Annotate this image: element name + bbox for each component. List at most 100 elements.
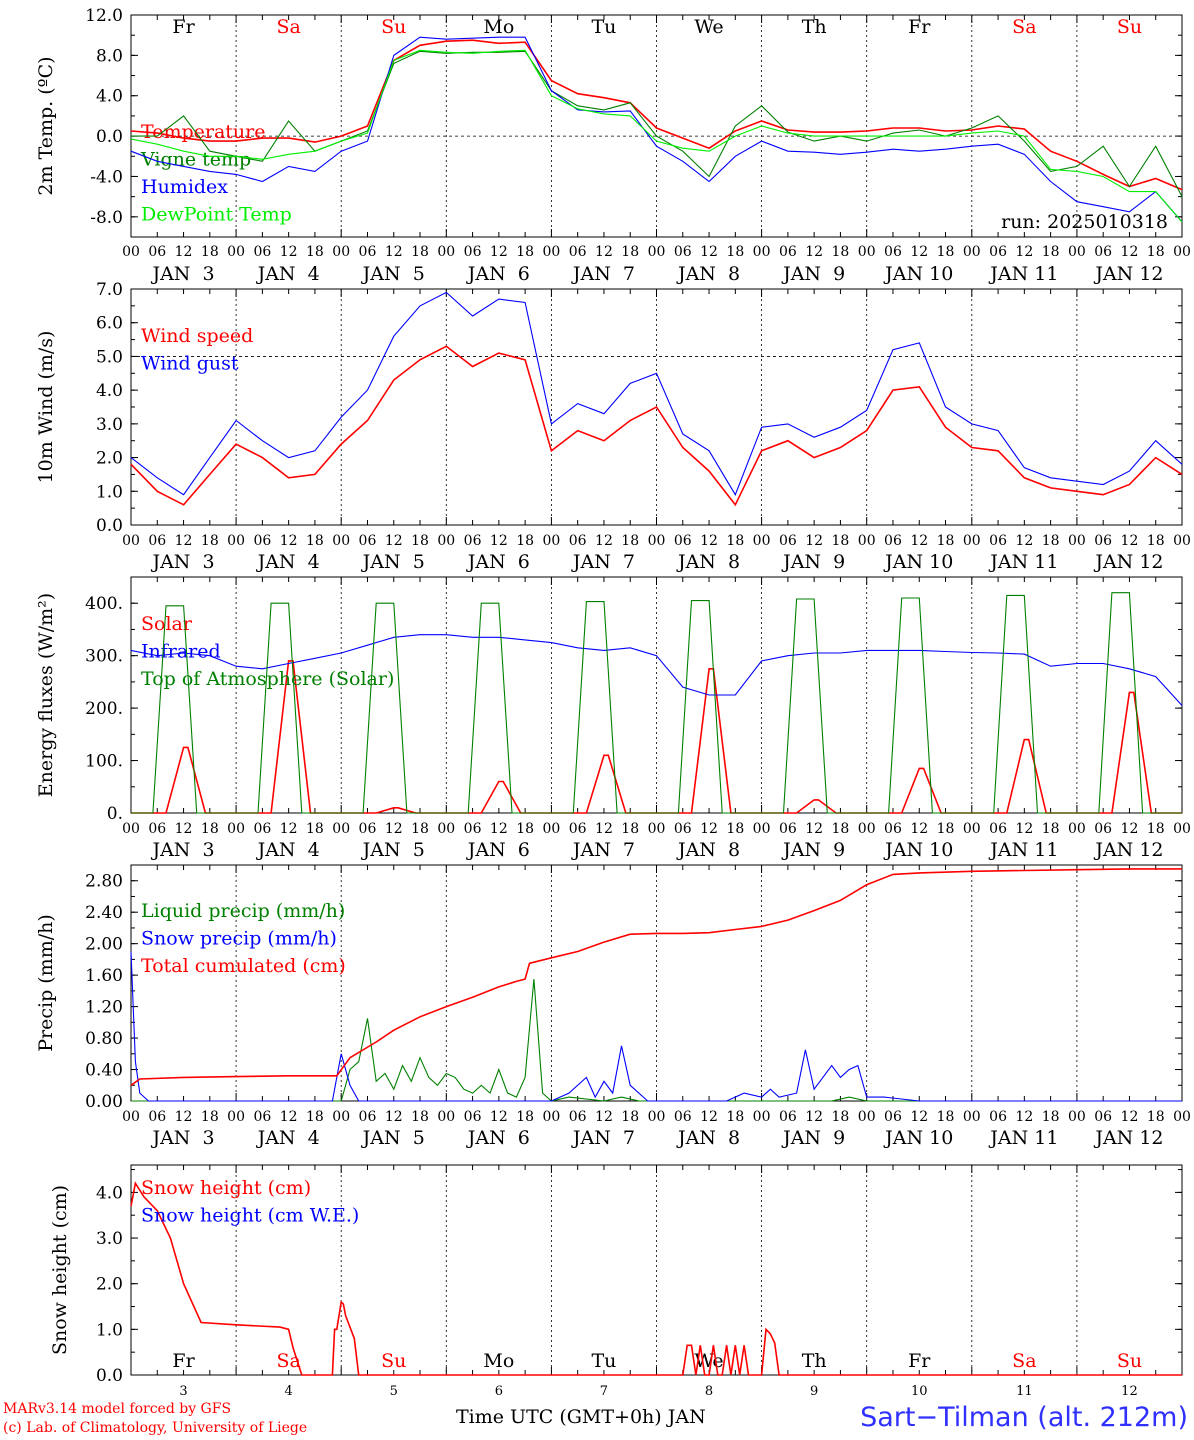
hour-label: 12	[805, 821, 823, 837]
legend-dewpoint-temp: DewPoint Temp	[141, 204, 292, 226]
hour-label: 06	[569, 1109, 587, 1125]
hour-label: 12	[805, 244, 823, 260]
series-line-temperature	[130, 39, 1183, 191]
y-tick-label: 2.00	[85, 935, 123, 955]
date-label: JAN 3	[150, 839, 214, 861]
hour-label: 18	[1042, 533, 1060, 549]
date-label: JAN 12	[1093, 839, 1163, 861]
y-tick-label: 300.	[85, 647, 123, 667]
hour-label: 00	[437, 244, 455, 260]
hour-label: 18	[201, 1109, 219, 1125]
series-line-liquid-precip-mm-h-	[131, 979, 1182, 1102]
hour-label: 00	[542, 533, 560, 549]
hour-label: 06	[884, 244, 902, 260]
hour-label: 06	[253, 244, 271, 260]
hour-label: 18	[937, 1109, 955, 1125]
legend-humidex: Humidex	[141, 176, 228, 198]
hour-label: 00	[1173, 244, 1191, 260]
y-tick-label: 3.0	[96, 1229, 123, 1249]
hour-label: 18	[1147, 244, 1165, 260]
hour-label: 00	[1173, 1109, 1191, 1125]
hour-label: 06	[1094, 533, 1112, 549]
hour-label: 12	[700, 244, 718, 260]
hour-label: 12	[910, 821, 928, 837]
legend-wind-speed: Wind speed	[141, 325, 253, 347]
date-label: JAN 4	[256, 839, 320, 861]
hour-label: 18	[937, 821, 955, 837]
hour-label: 00	[332, 1109, 350, 1125]
hour-label: 00	[753, 244, 771, 260]
legend-wind-gust: Wind gust	[141, 353, 239, 375]
hour-label: 18	[726, 1109, 744, 1125]
y-axis-label: 10m Wind (m/s)	[35, 331, 57, 484]
series-line-humidex	[130, 36, 1183, 223]
hour-label: 00	[648, 244, 666, 260]
hour-label: 12	[700, 821, 718, 837]
date-label: JAN 12	[1093, 551, 1163, 573]
hour-label: 06	[674, 821, 692, 837]
hour-label: 06	[989, 821, 1007, 837]
day-label: Tu	[591, 1350, 616, 1372]
hour-label: 06	[1094, 821, 1112, 837]
hour-label: 12	[280, 1109, 298, 1125]
hour-label: 06	[779, 821, 797, 837]
legend-temperature: Temperature	[141, 121, 265, 143]
lab-credit: (c) Lab. of Climatology, University of L…	[3, 1420, 308, 1436]
hour-label: 06	[464, 533, 482, 549]
date-label: JAN 7	[571, 551, 635, 573]
day-label: Su	[1117, 1350, 1142, 1372]
hour-label: 12	[175, 244, 193, 260]
hour-label: 00	[122, 821, 140, 837]
series-line-snow-precip-mm-h-	[130, 951, 1182, 1102]
hour-label: 18	[832, 244, 850, 260]
hour-label: 06	[148, 533, 166, 549]
hour-label: 18	[621, 533, 639, 549]
hour-label: 12	[595, 244, 613, 260]
y-tick-label: 0.80	[85, 1029, 123, 1049]
hour-label: 18	[832, 821, 850, 837]
date-label: JAN 5	[361, 839, 425, 861]
hour-label: 00	[227, 533, 245, 549]
date-label: JAN 5	[361, 551, 425, 573]
hour-label: 06	[989, 533, 1007, 549]
hour-label: 06	[148, 1109, 166, 1125]
hour-label: 18	[621, 821, 639, 837]
run-label: run: 2025010318	[1001, 211, 1168, 233]
day-label: Su	[381, 1350, 406, 1372]
day-number: 12	[1121, 1384, 1138, 1399]
hour-label: 06	[148, 244, 166, 260]
legend-snow-height-cm-w-e-: Snow height (cm W.E.)	[141, 1205, 359, 1227]
date-label: JAN 8	[676, 1127, 740, 1149]
date-label: JAN 11	[988, 839, 1058, 861]
hour-label: 18	[1147, 533, 1165, 549]
hour-label: 12	[1121, 244, 1139, 260]
hour-label: 12	[175, 533, 193, 549]
date-label: JAN 4	[256, 263, 320, 285]
date-label: JAN 6	[466, 1127, 530, 1149]
day-label: Fr	[908, 16, 931, 38]
day-label: Fr	[172, 16, 195, 38]
hour-label: 00	[753, 533, 771, 549]
date-label: JAN 8	[676, 839, 740, 861]
hour-label: 00	[1173, 821, 1191, 837]
y-tick-label: 2.40	[85, 903, 123, 923]
date-label: JAN 10	[883, 1127, 953, 1149]
hour-label: 12	[490, 533, 508, 549]
hour-label: 00	[648, 533, 666, 549]
date-label: JAN 10	[883, 551, 953, 573]
y-axis-label: Snow height (cm)	[49, 1185, 71, 1355]
date-label: JAN 3	[150, 263, 214, 285]
hour-label: 06	[989, 1109, 1007, 1125]
day-number: 7	[600, 1384, 608, 1399]
legend-vigne-temp: Vigne temp	[140, 149, 251, 171]
hour-label: 06	[253, 821, 271, 837]
y-tick-label: 2.0	[96, 1275, 123, 1295]
hour-label: 06	[779, 533, 797, 549]
hour-label: 12	[1121, 821, 1139, 837]
series-line-wind-speed	[130, 345, 1183, 507]
hour-label: 06	[359, 533, 377, 549]
day-number: 3	[179, 1384, 187, 1399]
hour-label: 06	[464, 244, 482, 260]
hour-label: 06	[359, 1109, 377, 1125]
